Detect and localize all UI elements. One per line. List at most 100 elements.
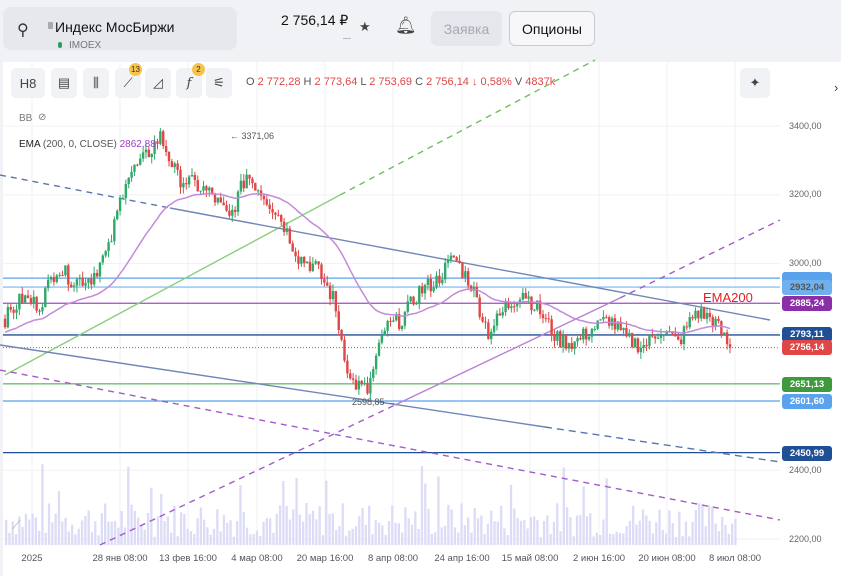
volume-bar	[635, 524, 638, 545]
favorite-star-icon[interactable]: ★	[359, 19, 371, 34]
volume-bar	[8, 532, 11, 545]
ohlc-readout: O 2 772,28 H 2 773,64 L 2 753,69 C 2 756…	[246, 76, 556, 88]
volume-bar	[354, 526, 358, 545]
price-label: 2885,24	[782, 296, 832, 311]
candle	[9, 307, 12, 310]
status-dot	[58, 42, 62, 48]
candle	[728, 344, 732, 348]
candle	[481, 316, 484, 322]
volume-bar	[711, 506, 714, 545]
candle	[599, 319, 602, 321]
collapse-chevron-icon[interactable]: ›	[834, 80, 839, 95]
options-button[interactable]: Опционы	[509, 11, 595, 46]
candle	[326, 282, 329, 286]
candle	[671, 332, 674, 334]
candle	[46, 279, 50, 289]
volume-bar	[734, 518, 737, 545]
volume-bar	[401, 532, 404, 545]
candle	[205, 186, 208, 191]
candle	[334, 291, 338, 312]
candle	[466, 271, 470, 286]
candle	[576, 338, 579, 342]
candle	[415, 303, 418, 305]
volume-bar	[641, 509, 645, 545]
volume-bar	[694, 510, 697, 545]
y-tick: 3200,00	[789, 189, 822, 199]
hide-indicator-icon[interactable]: ⊘	[38, 112, 47, 123]
interval-button[interactable]: H8	[11, 68, 45, 98]
volume-bar	[318, 506, 321, 545]
candle	[18, 293, 21, 310]
volume-bar	[80, 520, 84, 545]
bb-indicator-label[interactable]: BB	[19, 113, 33, 124]
candles-type-icon[interactable]: ⫼	[83, 68, 109, 98]
candle	[15, 309, 18, 313]
alert-bell-icon[interactable]: 🔔︎	[395, 16, 417, 35]
volume-bar	[361, 507, 364, 545]
candle	[153, 141, 156, 154]
volume-bar	[368, 505, 371, 545]
volume-bar	[628, 520, 631, 545]
volume-bar	[189, 531, 193, 545]
volume-bar	[298, 514, 301, 545]
volume-bar	[120, 510, 123, 545]
candle	[418, 286, 421, 304]
volume-bar	[344, 535, 348, 545]
volume-bar	[249, 534, 252, 545]
volume-bar	[397, 523, 400, 545]
volume-bar	[473, 508, 476, 545]
candle	[58, 274, 61, 276]
candle	[475, 286, 479, 298]
volume-bar	[371, 534, 374, 545]
order-button[interactable]: Заявка	[431, 11, 502, 46]
volume-bar	[110, 521, 113, 545]
candle	[412, 296, 415, 305]
y-tick: 2200,00	[789, 534, 822, 544]
candle	[239, 180, 243, 192]
settings-sliders-icon[interactable]: ⚟	[206, 68, 232, 98]
candle	[406, 301, 409, 312]
candle	[550, 319, 553, 336]
candle	[636, 338, 640, 353]
candle	[389, 320, 392, 322]
instrument-selector[interactable]: ⚲ Индекс МосБиржи IMOEX	[3, 7, 237, 51]
candle	[708, 312, 712, 317]
candle	[590, 328, 594, 337]
y-tick: 3400,00	[789, 121, 822, 131]
drawings-count-badge: 13	[129, 63, 142, 76]
volume-bar	[295, 477, 298, 545]
candle	[538, 300, 542, 315]
candle	[625, 327, 628, 337]
candle	[501, 312, 504, 316]
candle	[67, 265, 70, 285]
ai-sparkle-icon[interactable]: ✦	[740, 68, 770, 98]
volume-bar	[569, 517, 572, 545]
volume-bar	[506, 535, 509, 545]
ruler-icon[interactable]: ◿	[145, 68, 171, 98]
candle	[44, 288, 47, 308]
candle	[541, 314, 545, 319]
volume-bar	[434, 532, 437, 545]
volume-bar	[424, 483, 427, 545]
candle	[328, 285, 332, 300]
ruler-corner-icon[interactable]: ⟋	[12, 518, 21, 532]
candle	[717, 318, 720, 322]
volume-bar	[615, 531, 618, 545]
chart-template-icon[interactable]: ▤	[51, 68, 77, 98]
volume-bar	[245, 527, 249, 545]
trend-line-blue	[169, 207, 771, 321]
volume-bar	[321, 535, 325, 545]
candle	[645, 344, 648, 347]
volume-bar	[622, 533, 625, 545]
volume-bar	[140, 525, 143, 545]
candle	[6, 307, 10, 328]
candle	[29, 298, 33, 304]
volume-bar	[632, 505, 635, 545]
candle	[443, 262, 447, 280]
candle	[98, 262, 102, 277]
ema-indicator-legend[interactable]: EMA (200, 0, CLOSE) 2862,88	[19, 139, 156, 150]
volume-bar	[651, 533, 655, 545]
search-icon[interactable]: ⚲	[17, 22, 29, 39]
volume-bar	[232, 536, 235, 545]
